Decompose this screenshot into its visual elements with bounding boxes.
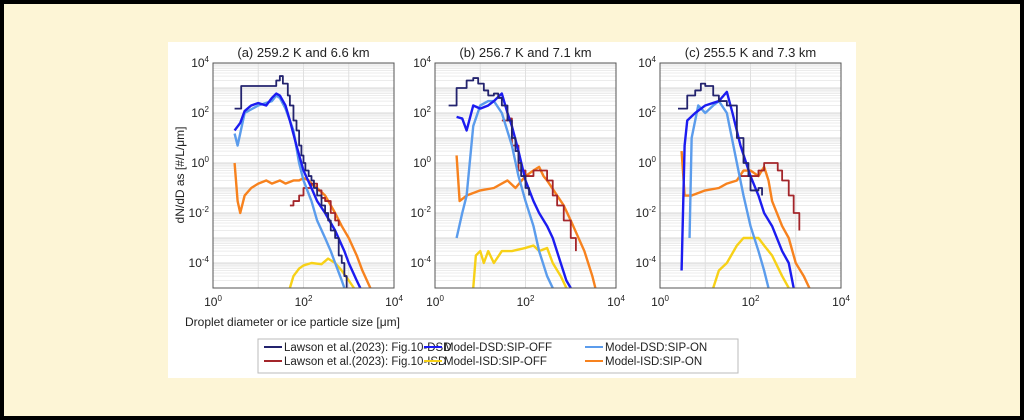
panel-a: (a) 259.2 K and 6.6 km 100 102 104 104 102 100… — [189, 45, 404, 309]
series-lawson-et-al-2023-fig-10-dsd — [448, 77, 530, 196]
y-tick-label: 102 — [191, 105, 209, 120]
legend-box — [257, 338, 739, 374]
axes-frame — [434, 62, 617, 289]
legend-label: Model-ISD:SIP-OFF — [444, 356, 547, 368]
panel-title: (c) 255.5 K and 7.3 km — [685, 45, 817, 60]
x-tick-label: 104 — [607, 294, 625, 309]
x-tick-label: 100 — [204, 294, 222, 309]
y-tick-label: 10-4 — [636, 255, 657, 270]
y-tick-label: 10-2 — [411, 205, 432, 220]
y-tick-label: 10-4 — [411, 255, 432, 270]
x-tick-label: 100 — [651, 294, 669, 309]
legend-label: Model-DSD:SIP-OFF — [444, 342, 552, 354]
panel-b: (b) 256.7 K and 7.1 km 100 102 104 104 102 100… — [411, 45, 626, 309]
axes-frame — [212, 62, 395, 289]
x-tick-label: 102 — [517, 294, 535, 309]
y-tick-label: 100 — [413, 155, 431, 170]
legend-label: Lawson et al.(2023): Fig.10-DSD — [284, 342, 451, 354]
panel-c: (c) 255.5 K and 7.3 km 100 102 104 104 102 100… — [636, 45, 851, 309]
series-lawson-et-al-2023-fig-10-isd — [740, 162, 801, 231]
y-tick-label: 100 — [638, 155, 656, 170]
x-tick-label: 104 — [385, 294, 403, 309]
legend-label: Model-ISD:SIP-ON — [605, 356, 702, 368]
legend-label: Lawson et al.(2023): Fig.10-ISD — [284, 356, 446, 368]
series-model-dsd-sip-on — [688, 99, 770, 289]
y-tick-label: 104 — [191, 55, 209, 70]
legend: Lawson et al.(2023): Fig.10-DSDModel-DSD… — [257, 338, 739, 374]
y-tick-label: 10-4 — [189, 255, 210, 270]
panel-title: (b) 256.7 K and 7.1 km — [459, 45, 591, 60]
y-tick-label: 102 — [413, 105, 431, 120]
x-tick-label: 102 — [742, 294, 760, 309]
x-axis-label: Droplet diameter or ice particle size [μ… — [185, 315, 400, 329]
y-tick-label: 100 — [191, 155, 209, 170]
series-model-isd-sip-off — [712, 236, 790, 289]
x-tick-label: 104 — [832, 294, 850, 309]
y-tick-label: 102 — [638, 105, 656, 120]
series-model-isd-sip-on — [233, 162, 372, 289]
series-model-dsd-sip-off — [233, 92, 362, 289]
y-tick-label: 104 — [413, 55, 431, 70]
series-model-isd-sip-off — [472, 244, 568, 289]
panel-title: (a) 259.2 K and 6.6 km — [237, 45, 369, 60]
series-model-isd-sip-on — [680, 150, 811, 289]
legend-label: Model-DSD:SIP-ON — [605, 342, 707, 354]
series-model-dsd-sip-on — [455, 99, 554, 289]
panels: (a) 259.2 K and 6.6 km 100 102 104 104 102 100… — [189, 45, 851, 309]
y-tick-label: 104 — [638, 55, 656, 70]
series-lawson-et-al-2023-fig-10-isd — [289, 182, 340, 227]
axes-frame — [659, 62, 842, 289]
series-lawson-et-al-2023-fig-10-isd — [501, 117, 577, 252]
y-axis-label: dN/dD as [#/L/μm] — [173, 127, 187, 224]
x-tick-label: 102 — [295, 294, 313, 309]
y-tick-label: 10-2 — [636, 205, 657, 220]
y-tick-label: 10-2 — [189, 205, 210, 220]
series-lawson-et-al-2023-fig-10-dsd — [678, 82, 763, 196]
series-lawson-et-al-2023-fig-10-dsd — [234, 75, 348, 288]
x-tick-label: 100 — [426, 294, 444, 309]
